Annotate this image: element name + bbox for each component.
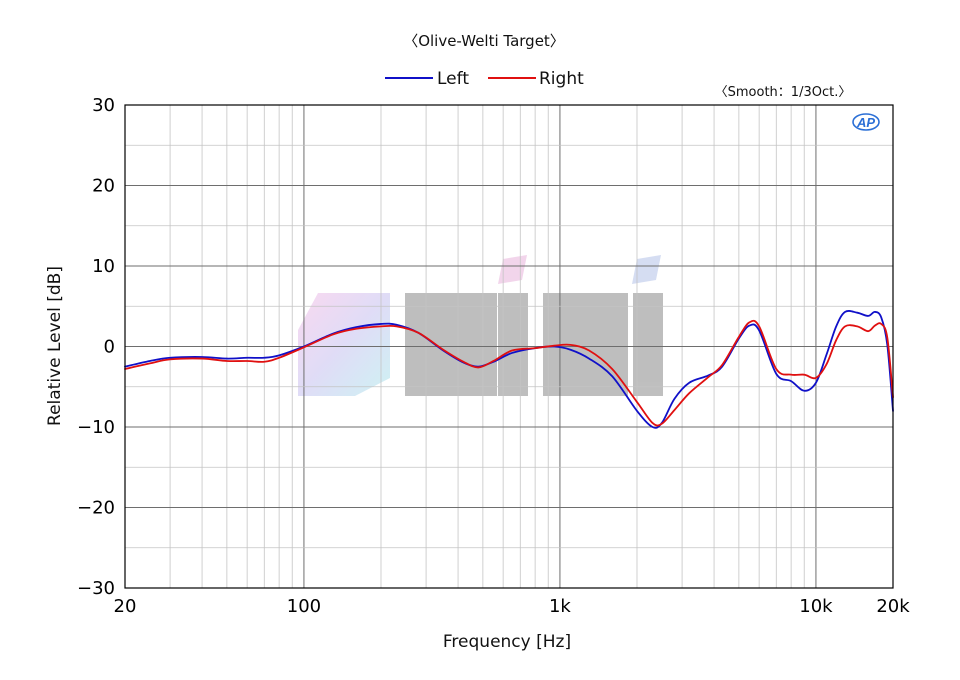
chart-subtitle: 〈Smooth：1/3Oct.〉 <box>715 85 852 100</box>
chart-title: 〈Olive-Welti Target〉 <box>403 32 565 50</box>
ap-logo: AP <box>852 113 880 131</box>
y-tick-label: 20 <box>92 176 115 197</box>
y-tick-label: −10 <box>77 417 115 438</box>
series-line-left <box>124 310 894 429</box>
x-axis-label: Frequency [Hz] <box>443 632 571 652</box>
watermark-dot-2 <box>632 255 661 284</box>
ap-logo-ellipse <box>852 113 880 131</box>
ap-logo-text: AP <box>856 115 875 130</box>
legend-label-left: Left <box>437 69 469 89</box>
x-tick-label: 100 <box>287 596 321 617</box>
x-tick-label: 20 <box>114 596 137 617</box>
watermark-logo-shape <box>298 293 390 396</box>
y-tick-label: −30 <box>77 578 115 599</box>
watermark-dot-1 <box>498 255 527 284</box>
y-tick-label: 10 <box>92 256 115 277</box>
series-line-right <box>124 319 894 427</box>
y-tick-label: 30 <box>92 95 115 116</box>
x-tick-label: 10k <box>799 596 833 617</box>
watermark <box>298 255 663 396</box>
grid-lines <box>125 105 893 588</box>
watermark-bar-2 <box>498 293 528 396</box>
watermark-bar-1 <box>405 293 497 396</box>
x-tick-label: 20k <box>876 596 910 617</box>
y-tick-label: 0 <box>104 337 115 358</box>
x-tick-label: 1k <box>549 596 571 617</box>
y-tick-label: −20 <box>77 498 115 519</box>
data-series <box>124 310 894 429</box>
y-axis-label: Relative Level [dB] <box>45 266 65 426</box>
plot-border <box>124 104 894 589</box>
legend-label-right: Right <box>539 69 584 89</box>
watermark-bar-4 <box>633 293 663 396</box>
